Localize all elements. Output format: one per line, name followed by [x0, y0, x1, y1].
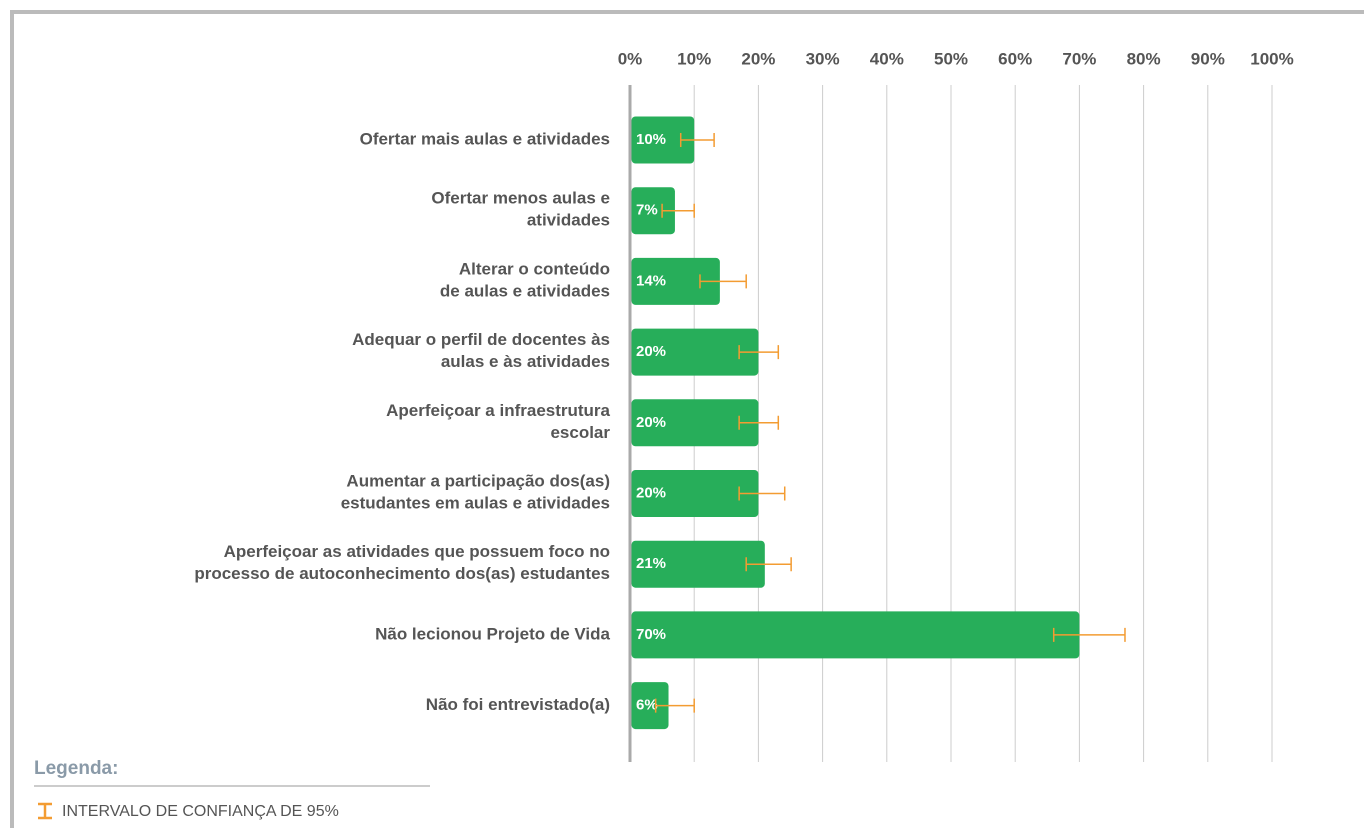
error-bar: [738, 345, 780, 360]
bar: [631, 682, 669, 730]
value-label: 20%: [636, 484, 666, 501]
bar: [631, 470, 759, 517]
legend-title: Legenda:: [34, 758, 118, 779]
value-label: 20%: [636, 414, 666, 431]
category-label: Aperfeiçoar a infraestrutura escolar: [386, 401, 610, 442]
bar: [631, 611, 1080, 659]
category-label: Alterar o conteúdo de aulas e atividades: [440, 260, 610, 301]
x-tick-label: 60%: [998, 49, 1032, 68]
category-label: Ofertar menos aulas e atividades: [431, 189, 610, 230]
bar: [631, 328, 759, 376]
value-label: 7%: [636, 202, 658, 219]
x-tick-label: 90%: [1191, 49, 1225, 68]
error-bar: [679, 133, 715, 147]
value-label: 21%: [636, 555, 666, 572]
error-bar: [738, 486, 786, 501]
legend-icon: [38, 802, 52, 820]
value-label: 6%: [636, 697, 658, 714]
bar: [631, 116, 695, 164]
x-tick-label: 70%: [1062, 49, 1096, 68]
error-bar: [745, 557, 792, 572]
category-label: Adequar o perfil de docentes às aulas e à…: [352, 331, 610, 372]
frame: [10, 10, 1364, 828]
category-label: Aumentar a participação dos(as) estudante…: [341, 472, 610, 513]
x-tick-label: 30%: [806, 49, 840, 68]
error-bar: [1052, 627, 1126, 642]
bar: [631, 257, 720, 305]
x-tick-label: 100%: [1250, 49, 1293, 68]
legend-item: INTERVALO DE CONFIANÇA DE 95%: [62, 803, 339, 820]
error-bar: [661, 203, 695, 218]
value-label: 14%: [636, 272, 666, 289]
x-tick-label: 10%: [677, 49, 711, 68]
x-tick-label: 20%: [741, 49, 775, 68]
error-bar: [654, 698, 695, 713]
error-bar: [738, 415, 780, 430]
category-label: Ofertar mais aulas e atividades: [360, 129, 610, 148]
value-label: 20%: [636, 343, 666, 360]
category-label: Aperfeiçoar as atividades que possuem fo…: [194, 543, 610, 584]
bar: [631, 187, 675, 235]
x-tick-label: 50%: [934, 49, 968, 68]
x-tick-label: 80%: [1127, 49, 1161, 68]
category-label: Não foi entrevistado(a): [426, 695, 610, 714]
x-tick-label: 0%: [618, 49, 643, 68]
bar: [631, 399, 759, 447]
x-tick-label: 40%: [870, 49, 904, 68]
value-label: 10%: [636, 131, 666, 148]
error-bar: [699, 274, 747, 289]
category-label: Não lecionou Projeto de Vida: [375, 624, 610, 643]
bar: [631, 540, 765, 588]
value-label: 70%: [636, 626, 666, 643]
